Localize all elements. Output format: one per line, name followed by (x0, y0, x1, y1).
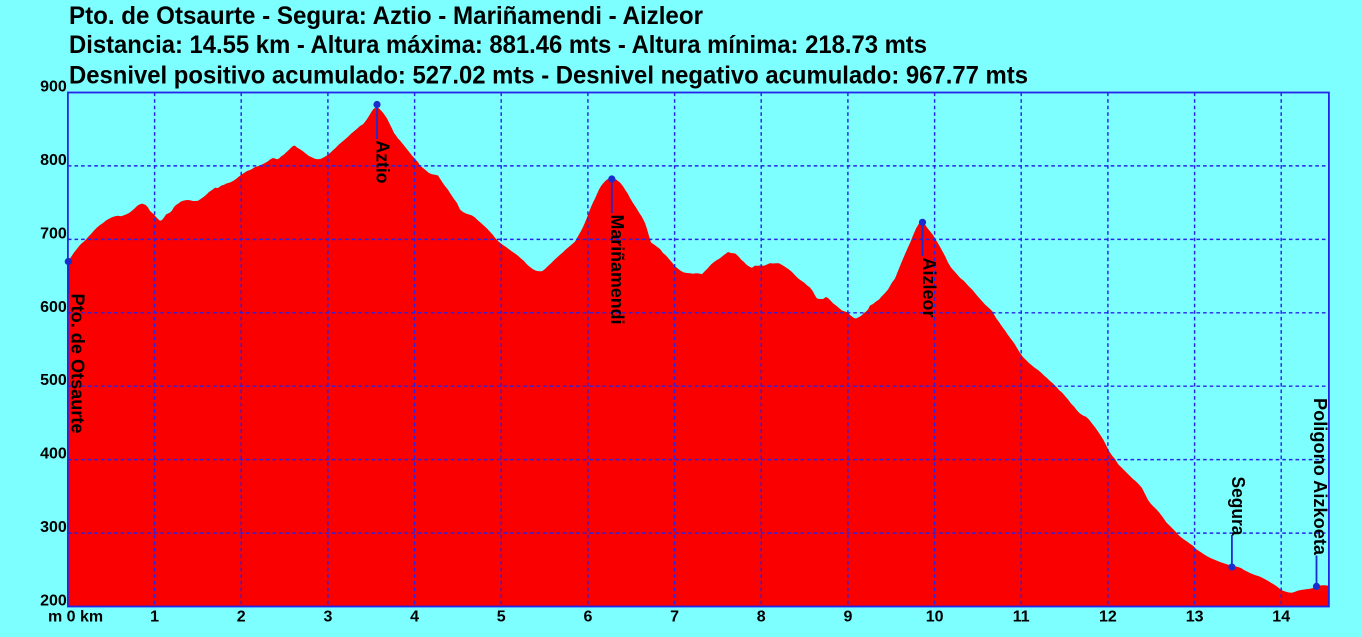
svg-text:Poligono Aizkoeta: Poligono Aizkoeta (1310, 398, 1330, 556)
svg-text:Distancia: 14.55 km - Altura m: Distancia: 14.55 km - Altura máxima: 881… (69, 31, 927, 59)
svg-text:700: 700 (40, 225, 67, 242)
svg-text:500: 500 (40, 372, 67, 389)
svg-text:5: 5 (497, 609, 506, 626)
svg-text:800: 800 (40, 152, 67, 169)
svg-text:Aizleor: Aizleor (919, 258, 939, 318)
svg-text:m 0 km: m 0 km (48, 609, 103, 626)
svg-text:4: 4 (410, 609, 419, 626)
svg-text:1: 1 (150, 609, 159, 626)
svg-text:14: 14 (1272, 609, 1290, 626)
svg-text:Mariñamendi: Mariñamendi (607, 215, 627, 325)
svg-text:8: 8 (757, 609, 766, 626)
svg-text:6: 6 (583, 609, 592, 626)
svg-text:2: 2 (237, 609, 246, 626)
svg-text:300: 300 (40, 519, 67, 536)
svg-text:200: 200 (40, 593, 67, 610)
svg-text:Desnivel positivo acumulado: 5: Desnivel positivo acumulado: 527.02 mts … (69, 62, 1028, 90)
svg-text:Aztio: Aztio (373, 141, 393, 184)
svg-text:3: 3 (323, 609, 332, 626)
svg-text:9: 9 (843, 609, 852, 626)
svg-text:400: 400 (40, 446, 67, 463)
svg-text:900: 900 (40, 79, 67, 96)
svg-text:Pto. de Otsaurte - Segura: Azt: Pto. de Otsaurte - Segura: Aztio - Mariñ… (69, 2, 703, 30)
svg-text:7: 7 (670, 609, 679, 626)
svg-text:Pto. de Otsaurte: Pto. de Otsaurte (68, 294, 88, 434)
svg-text:13: 13 (1186, 609, 1204, 626)
svg-text:12: 12 (1099, 609, 1117, 626)
svg-text:11: 11 (1013, 609, 1030, 626)
svg-text:600: 600 (40, 299, 67, 316)
svg-text:10: 10 (926, 609, 944, 626)
svg-text:Segura: Segura (1228, 477, 1248, 537)
